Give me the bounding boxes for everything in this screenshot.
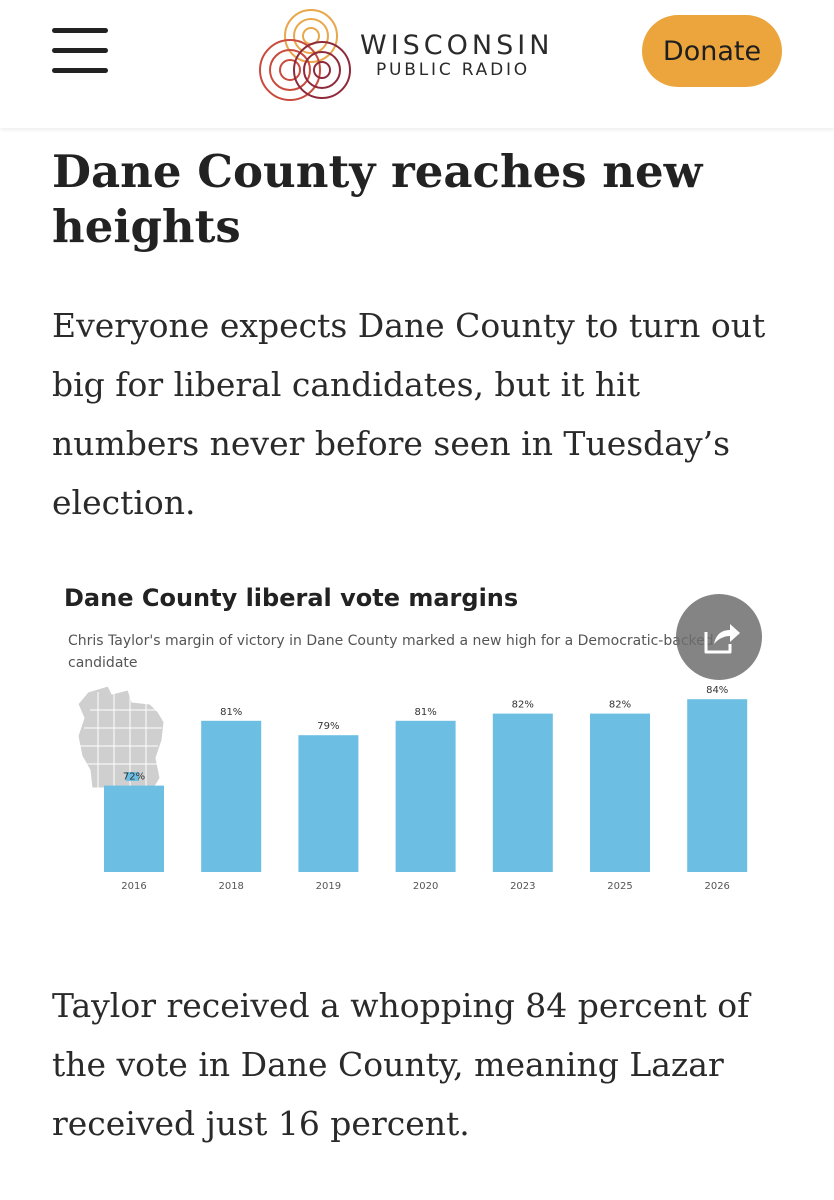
chart-subtitle: Chris Taylor's margin of victory in Dane… xyxy=(68,633,714,671)
wpr-logo[interactable]: WISCONSIN PUBLIC RADIO xyxy=(256,6,596,106)
x-tick-label-2018: 2018 xyxy=(218,881,243,892)
data-label-2016: 72% xyxy=(123,772,145,783)
wisconsin-map-icon xyxy=(77,685,165,789)
x-tick-label-2025: 2025 xyxy=(607,881,632,892)
bar-2019 xyxy=(298,735,359,872)
share-icon xyxy=(704,624,740,654)
site-header: WISCONSIN PUBLIC RADIO Donate xyxy=(0,0,834,128)
data-label-2025: 82% xyxy=(609,700,631,711)
bar-2023 xyxy=(492,713,553,872)
x-tick-label-2026: 2026 xyxy=(704,881,729,892)
bar-2025 xyxy=(590,713,650,872)
hamburger-menu-icon[interactable] xyxy=(52,28,110,74)
x-tick-label-2023: 2023 xyxy=(510,881,535,892)
x-tick-label-2016: 2016 xyxy=(121,881,146,892)
bar-2018 xyxy=(201,720,262,872)
article-body: Taylor received a whopping 84 percent of… xyxy=(52,986,750,1143)
bar-chart: 72% 2016 81% 2018 79% 2019 81% 2020 82% 2023 82% 20… xyxy=(77,685,748,892)
x-tick-label-2020: 2020 xyxy=(413,881,438,892)
bar-2016 xyxy=(104,785,164,872)
donate-button[interactable]: Donate xyxy=(642,15,782,87)
article-headline: Dane County reaches new heights xyxy=(52,145,703,253)
article-intro: Everyone expects Dane County to turn out… xyxy=(52,306,766,522)
data-label-2026: 84% xyxy=(706,685,728,696)
data-label-2018: 81% xyxy=(220,707,242,718)
logo-wordmark-line2: PUBLIC RADIO xyxy=(376,60,530,80)
data-label-2019: 79% xyxy=(317,721,339,732)
bar-2026 xyxy=(687,699,748,872)
data-label-2020: 81% xyxy=(414,707,436,718)
share-button[interactable] xyxy=(676,594,762,680)
logo-wordmark-line1: WISCONSIN xyxy=(360,30,554,61)
x-tick-label-2019: 2019 xyxy=(316,881,341,892)
logo-circles-icon xyxy=(259,9,351,101)
data-label-2023: 82% xyxy=(512,700,534,711)
bar-2020 xyxy=(395,720,456,872)
chart-title: Dane County liberal vote margins xyxy=(64,584,519,612)
